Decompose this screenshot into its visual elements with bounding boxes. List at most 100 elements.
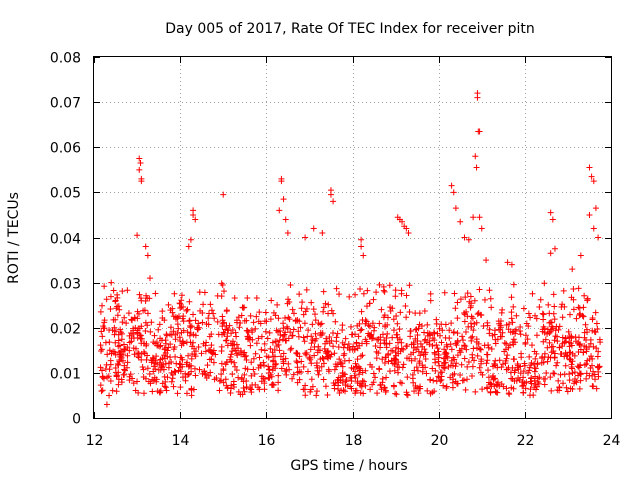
data-point bbox=[210, 359, 217, 366]
data-point bbox=[354, 356, 361, 363]
data-point bbox=[243, 383, 250, 390]
data-point bbox=[228, 330, 235, 337]
data-point bbox=[452, 305, 459, 312]
data-point bbox=[165, 364, 172, 371]
data-point bbox=[410, 339, 417, 346]
data-point bbox=[276, 207, 283, 214]
data-point bbox=[476, 286, 483, 293]
data-point bbox=[200, 301, 207, 308]
data-point bbox=[108, 279, 115, 286]
data-point bbox=[146, 295, 153, 302]
data-point bbox=[542, 336, 549, 343]
data-point bbox=[176, 334, 183, 341]
data-point bbox=[430, 377, 437, 384]
data-point bbox=[589, 316, 596, 323]
data-point bbox=[287, 346, 294, 353]
data-point bbox=[492, 388, 499, 395]
data-point bbox=[197, 307, 204, 314]
data-point bbox=[196, 366, 203, 373]
data-point bbox=[194, 326, 201, 333]
data-point bbox=[218, 360, 225, 367]
data-point bbox=[396, 326, 403, 333]
data-point bbox=[342, 388, 349, 395]
data-point bbox=[303, 305, 310, 312]
data-point bbox=[593, 320, 600, 327]
data-point bbox=[583, 344, 590, 351]
data-point bbox=[128, 316, 135, 323]
data-point bbox=[268, 381, 275, 388]
data-point bbox=[112, 328, 119, 335]
data-point bbox=[583, 360, 590, 367]
data-point bbox=[362, 336, 369, 343]
y-tick-label: 0.02 bbox=[50, 322, 81, 338]
data-point bbox=[334, 330, 341, 337]
data-point bbox=[465, 323, 472, 330]
data-point bbox=[131, 351, 138, 358]
data-point bbox=[236, 324, 243, 331]
data-point bbox=[219, 281, 226, 288]
data-point bbox=[467, 293, 474, 300]
data-point bbox=[248, 327, 255, 334]
data-point bbox=[115, 337, 122, 344]
data-point bbox=[317, 321, 324, 328]
data-point bbox=[344, 344, 351, 351]
data-point bbox=[592, 205, 599, 212]
data-point bbox=[180, 318, 187, 325]
data-point bbox=[487, 295, 494, 302]
data-point bbox=[575, 339, 582, 346]
data-point bbox=[576, 305, 583, 312]
data-point bbox=[257, 362, 264, 369]
data-point bbox=[205, 315, 212, 322]
data-point bbox=[348, 323, 355, 330]
data-point bbox=[575, 304, 582, 311]
data-point bbox=[124, 359, 131, 366]
data-point bbox=[121, 346, 128, 353]
data-point bbox=[441, 365, 448, 372]
data-point bbox=[559, 340, 566, 347]
data-point bbox=[300, 311, 307, 318]
data-point bbox=[191, 365, 198, 372]
data-point bbox=[99, 302, 106, 309]
data-point bbox=[224, 384, 231, 391]
data-point bbox=[358, 308, 365, 315]
data-point bbox=[252, 325, 259, 332]
data-point bbox=[444, 343, 451, 350]
data-point bbox=[175, 313, 182, 320]
data-point bbox=[413, 364, 420, 371]
data-point bbox=[403, 343, 410, 350]
data-point bbox=[214, 318, 221, 325]
data-point bbox=[473, 336, 480, 343]
data-point bbox=[117, 347, 124, 354]
data-point bbox=[580, 304, 587, 311]
data-point bbox=[508, 375, 515, 382]
data-point bbox=[283, 371, 290, 378]
data-point bbox=[262, 309, 269, 316]
data-point bbox=[241, 371, 248, 378]
data-point bbox=[468, 337, 475, 344]
data-point bbox=[517, 370, 524, 377]
data-point bbox=[486, 287, 493, 294]
data-point bbox=[547, 209, 554, 216]
data-point bbox=[370, 334, 377, 341]
data-point bbox=[295, 328, 302, 335]
data-point bbox=[551, 245, 558, 252]
data-point bbox=[528, 359, 535, 366]
data-point bbox=[261, 375, 268, 382]
data-point bbox=[452, 363, 459, 370]
data-point bbox=[300, 386, 307, 393]
data-point bbox=[190, 339, 197, 346]
x-tick-label: 22 bbox=[517, 433, 535, 449]
data-point bbox=[454, 352, 461, 359]
data-point bbox=[511, 377, 518, 384]
data-point bbox=[101, 317, 108, 324]
data-point bbox=[333, 363, 340, 370]
data-point bbox=[365, 322, 372, 329]
data-point bbox=[325, 310, 332, 317]
data-point bbox=[233, 317, 240, 324]
data-point bbox=[414, 384, 421, 391]
data-point bbox=[373, 355, 380, 362]
data-point bbox=[269, 381, 276, 388]
data-point bbox=[143, 356, 150, 363]
data-point bbox=[218, 280, 225, 287]
data-point bbox=[400, 346, 407, 353]
